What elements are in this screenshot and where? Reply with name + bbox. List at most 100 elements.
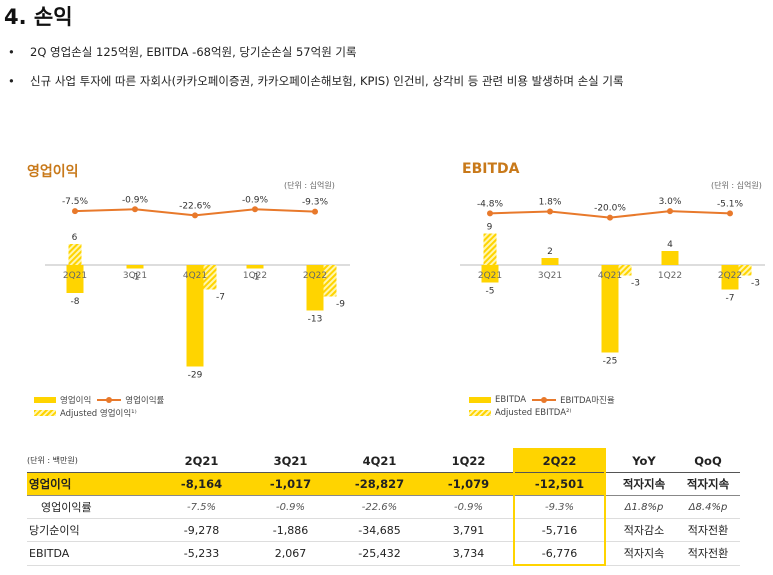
margin-label: -22.6%	[179, 201, 211, 211]
bar-value-label: -13	[308, 315, 323, 325]
x-tick-label: 2Q22	[303, 271, 327, 281]
table-row-op-margin: 영업이익률 -7.5% -0.9% -22.6% -0.9% -9.3% Δ1.…	[27, 495, 740, 519]
page-title: 4. 손익	[4, 5, 73, 29]
legend-adjusted-op-income: Adjusted 영업이익¹⁾	[34, 406, 164, 419]
bullet-2: • 신규 사업 투자에 따른 자회사(카카오페이증권, 카카오페이손해보험, KP…	[8, 74, 624, 88]
adjusted-bar-2Q22	[323, 265, 337, 297]
x-tick-label: 1Q22	[243, 271, 267, 281]
column-gap	[605, 541, 612, 565]
legend-label: 영업이익	[60, 395, 92, 406]
table-cell: -8,164	[157, 472, 246, 496]
bar-3Q21	[541, 258, 559, 265]
bar-4Q21	[186, 265, 204, 367]
legend-swatch-line	[532, 396, 557, 403]
ebitda-chart: -5 9 2Q21 2 3Q21 -25 -3 4Q21 4 1Q22 -7 -3 2Q22 -4.8% 1…	[460, 197, 765, 367]
bar-value-label: 2	[547, 247, 553, 257]
table-cell: -7.5%	[186, 501, 216, 513]
row-label: 당기순이익	[29, 524, 80, 537]
adjusted-bar-2Q21	[483, 233, 497, 265]
adjusted-value-label: -7	[216, 293, 225, 303]
x-tick-label: 4Q21	[598, 271, 622, 281]
table-cell: -1,079	[424, 472, 514, 496]
adjusted-bar-4Q21	[203, 265, 217, 290]
bar-2Q22	[306, 265, 324, 311]
adjusted-bar-2Q22	[738, 265, 752, 276]
table-cell-yoy: 적자감소	[623, 524, 665, 537]
income-table: (단위 : 백만원) 2Q21 3Q21 4Q21 1Q22 2Q22 YoY …	[27, 448, 740, 566]
margin-point	[252, 206, 258, 213]
bar-value-label: -7	[726, 294, 735, 304]
table-cell-qoq: Δ8.4%p	[688, 501, 728, 513]
table-unit: (단위 : 백만원)	[27, 449, 157, 473]
x-tick-label: 3Q21	[538, 271, 562, 281]
bar-2Q21	[66, 265, 84, 293]
margin-point	[192, 212, 198, 219]
margin-point	[607, 214, 613, 221]
x-tick-label: 2Q22	[718, 271, 742, 281]
table-cell-yoy: Δ1.8%p	[624, 501, 664, 513]
bar-1Q22	[246, 265, 264, 269]
margin-point	[727, 210, 733, 217]
legend-swatch-line	[97, 396, 122, 403]
table-cell-current: -5,716	[513, 518, 606, 542]
margin-label: -0.9%	[242, 195, 269, 205]
legend-label: Adjusted EBITDA²⁾	[495, 407, 572, 418]
margin-point	[487, 210, 493, 217]
bar-value-label: -1	[251, 273, 260, 283]
margin-point	[132, 206, 138, 213]
bar-value-label: 4	[667, 240, 673, 250]
op-income-legend: 영업이익 영업이익률 Adjusted 영업이익¹⁾	[34, 393, 164, 419]
col-header: 1Q22	[424, 449, 514, 473]
legend-swatch-solid	[469, 396, 491, 403]
adjusted-value-label: 6	[72, 233, 78, 243]
column-gap	[605, 472, 612, 496]
x-tick-label: 2Q21	[478, 271, 502, 281]
table-cell: -9,278	[183, 523, 220, 537]
col-header: 4Q21	[335, 449, 424, 473]
x-tick-label: 2Q21	[63, 271, 87, 281]
table-cell: -0.9%	[453, 501, 483, 513]
margin-point	[72, 208, 78, 215]
margin-label: -7.5%	[62, 197, 89, 207]
bar-value-label: -8	[71, 297, 80, 307]
adjusted-bar-2Q21	[68, 244, 82, 265]
margin-label: -4.8%	[477, 199, 504, 209]
adjusted-value-label: -9	[336, 300, 345, 310]
bar-2Q22	[721, 265, 739, 290]
col-header: 2Q21	[157, 449, 246, 473]
margin-label: -0.9%	[122, 195, 149, 205]
table-cell: -34,685	[358, 523, 401, 537]
bullet-2-text: 신규 사업 투자에 따른 자회사(카카오페이증권, 카카오페이손해보험, KPI…	[30, 74, 624, 88]
row-label: EBITDA	[29, 546, 70, 560]
legend-swatch-hatch	[34, 409, 56, 416]
legend-label: EBITDA마진율	[560, 395, 615, 406]
table-cell: -22.6%	[361, 501, 398, 513]
legend-ebitda: EBITDA EBITDA마진율	[469, 393, 615, 406]
row-label: 영업이익률	[41, 501, 92, 514]
legend-swatch-solid	[34, 396, 56, 403]
bar-value-label: -5	[486, 287, 495, 297]
table-row-op-income: 영업이익 -8,164 -1,017 -28,827 -1,079 -12,50…	[27, 472, 740, 496]
col-header: 3Q21	[246, 449, 335, 473]
legend-label: 영업이익률	[125, 395, 165, 406]
op-income-chart-title: 영업이익	[27, 164, 79, 180]
column-gap	[605, 449, 612, 473]
legend-label: Adjusted 영업이익¹⁾	[60, 408, 137, 419]
column-gap	[605, 495, 612, 519]
legend-op-income: 영업이익 영업이익률	[34, 393, 164, 406]
x-tick-label: 3Q21	[123, 271, 147, 281]
ebitda-chart-title: EBITDA	[462, 161, 520, 177]
table-cell-yoy: 적자지속	[612, 472, 676, 496]
table-cell-yoy: 적자지속	[623, 547, 665, 561]
x-tick-label: 4Q21	[183, 271, 207, 281]
margin-point	[667, 208, 673, 215]
adjusted-bar-4Q21	[618, 265, 632, 276]
table-cell-qoq: 적자전환	[687, 524, 729, 537]
adjusted-value-label: -3	[631, 279, 640, 289]
bar-2Q21	[481, 265, 499, 283]
bar-value-label: -1	[131, 273, 140, 283]
x-tick-label: 1Q22	[658, 271, 682, 281]
margin-label: 3.0%	[659, 197, 682, 207]
col-header-qoq: QoQ	[676, 449, 740, 473]
